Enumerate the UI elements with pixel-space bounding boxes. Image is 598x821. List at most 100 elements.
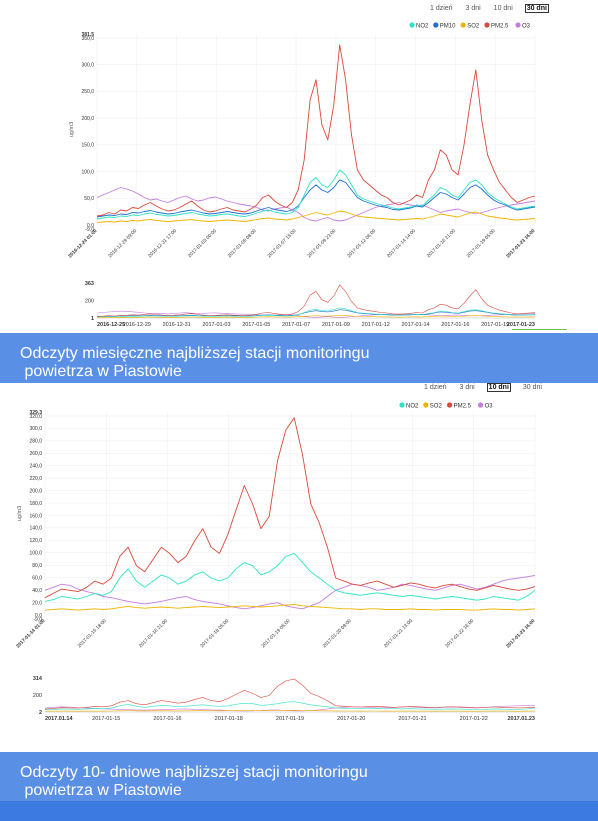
navigator-x-label: 2017-01-21 — [398, 716, 426, 722]
legend-marker — [399, 402, 405, 408]
navigator-x-label: 2017-01-23 — [507, 322, 535, 328]
range-3-days-button[interactable]: 3 dni — [465, 5, 481, 12]
y-tick-label: 40,0 — [32, 588, 42, 594]
y-tick-label: 300,0 — [29, 426, 42, 432]
series-line-no2 — [96, 169, 536, 220]
y-tick-label: 180,0 — [29, 501, 42, 507]
x-tick-label: 2017-01-19 05:00 — [466, 228, 497, 259]
banner-10day-line2: powietrza w Piastowie — [20, 782, 182, 799]
y-tick-label: 150,0 — [81, 143, 94, 149]
navigator-selection-handle[interactable] — [512, 329, 567, 330]
range-buttons-monthly: 1 dzień 3 dni 10 dni 30 dni — [420, 4, 549, 13]
legend-marker — [447, 402, 453, 408]
legend-item-no2: NO2 — [416, 23, 429, 29]
series-line-pm25 — [96, 44, 536, 217]
y-tick-label: 250,0 — [81, 89, 94, 95]
legend-marker — [409, 22, 415, 28]
navigator-x-label: 2017-01-20 — [337, 716, 365, 722]
range-30-days-button[interactable]: 30 dni — [524, 4, 549, 13]
legend-item-pm25: PM2.5 — [454, 403, 472, 409]
y-tick-label: 320,0 — [29, 414, 42, 420]
legend-marker — [433, 22, 439, 28]
y-tick-label: 160,0 — [29, 513, 42, 519]
banner-monthly: Odczyty miesięczne najbliższej stacji mo… — [0, 333, 598, 383]
series-line-so2 — [96, 210, 536, 223]
navigator-line-o3 — [96, 310, 536, 318]
y-tick-label: 120,0 — [29, 538, 42, 544]
y-tick-label: 20,0 — [32, 600, 42, 606]
legend-marker — [515, 22, 521, 28]
y-axis-label: ug/m3 — [17, 506, 23, 521]
banner-10day-line1: Odczyty 10- dniowe najbliższej stacji mo… — [20, 764, 368, 781]
navigator-min-label: 1 — [91, 316, 94, 322]
legend-item-o3: O3 — [522, 23, 531, 29]
y-tick-label: 200,0 — [81, 116, 94, 122]
legend-item-pm25: PM2.5 — [491, 23, 509, 29]
y-tick-label: 80,0 — [32, 563, 42, 569]
navigator-x-label: 2017.01.23 — [507, 716, 535, 722]
banner-monthly-line1: Odczyty miesięczne najbliższej stacji mo… — [20, 345, 370, 362]
range-1-day-button[interactable]: 1 dzień — [430, 5, 453, 12]
x-tick-label: 2017-01-09 23:00 — [306, 228, 337, 259]
navigator-line-so2 — [44, 709, 536, 712]
navigator-x-label: 2017-01-22 — [460, 716, 488, 722]
navigator-line-no2 — [96, 307, 536, 318]
navigator-line-no2 — [44, 701, 536, 710]
y-tick-label: 0,0 — [87, 223, 94, 229]
navigator-x-label: 2017-01-07 — [282, 322, 310, 328]
x-tick-label: 2017-01-20 09:00 — [322, 618, 353, 649]
range-10-days-button[interactable]: 10 dni — [493, 5, 513, 12]
range-1-day-button-2[interactable]: 1 dzień — [424, 384, 447, 391]
legend-item-pm10: PM10 — [440, 23, 456, 29]
navigator-line-pm10 — [96, 309, 536, 317]
x-tick-label: 2016-12-31 17:00 — [147, 228, 178, 259]
y-tick-label: 220,0 — [29, 476, 42, 482]
navigator-mid-label: 200 — [85, 299, 94, 305]
navigator-max-label: 363 — [85, 281, 94, 287]
series-line-o3 — [44, 575, 536, 610]
range-30-days-button-2[interactable]: 30 dni — [522, 384, 542, 391]
y-tick-label: 240,0 — [29, 464, 42, 470]
series-line-so2 — [44, 604, 536, 611]
y-tick-label: 0,0 — [35, 613, 42, 619]
x-tick-label: 2016-12-29 09:00 — [107, 228, 138, 259]
series-line-pm25 — [44, 417, 536, 599]
legend-item-so2: SO2 — [467, 23, 480, 29]
y-tick-label: 329,3 — [29, 410, 42, 416]
navigator-x-label: 2017-01-16 — [153, 716, 181, 722]
y-tick-label: 280,0 — [29, 439, 42, 445]
y-tick-label: 60,0 — [32, 575, 42, 581]
navigator-x-label: 2016-12-31 — [163, 322, 191, 328]
x-tick-label: 2017-01-14 01:00 — [15, 618, 46, 649]
navigator-x-label: 2016-12-25 — [97, 322, 125, 328]
legend-marker — [478, 402, 484, 408]
y-tick-label: 200,0 — [29, 488, 42, 494]
navigator-x-label: 2017-01-15 — [92, 716, 120, 722]
navigator-x-label: 2016-12-29 — [123, 322, 151, 328]
navigator-x-label: 2017-01-18 — [215, 716, 243, 722]
navigator-x-label: 2017-01-12 — [362, 322, 390, 328]
y-tick-label: 300,0 — [81, 63, 94, 69]
footer-bar — [0, 801, 598, 821]
y-tick-label: 260,0 — [29, 451, 42, 457]
navigator-min-label: 2 — [39, 710, 42, 716]
navigator-x-label: 2017-01-05 — [242, 322, 270, 328]
x-tick-label: 2017-01-16 21:00 — [138, 618, 169, 649]
navigator-x-label: 2017.01.14 — [45, 716, 73, 722]
legend-marker — [423, 402, 429, 408]
navigator-x-label: 2017-01-19 — [481, 322, 509, 328]
x-tick-label: 2017-01-23 16:00 — [505, 228, 536, 259]
x-tick-label: 2017-01-16 21:00 — [426, 228, 457, 259]
x-tick-label: 2017-01-14 14:00 — [386, 228, 417, 259]
navigator-line-so2 — [96, 315, 536, 318]
series-line-o3 — [96, 187, 536, 222]
x-tick-label: 2017-01-03 00:00 — [187, 228, 218, 259]
navigator-max-label: 314 — [33, 676, 43, 682]
legend-marker — [460, 22, 466, 28]
x-tick-label: 2017-01-23 16:00 — [505, 618, 536, 649]
legend-item-o3: O3 — [485, 403, 494, 409]
range-10-days-button-2[interactable]: 10 dni — [486, 383, 511, 392]
legend-item-so2: SO2 — [430, 403, 443, 409]
range-3-days-button-2[interactable]: 3 dni — [459, 384, 475, 391]
